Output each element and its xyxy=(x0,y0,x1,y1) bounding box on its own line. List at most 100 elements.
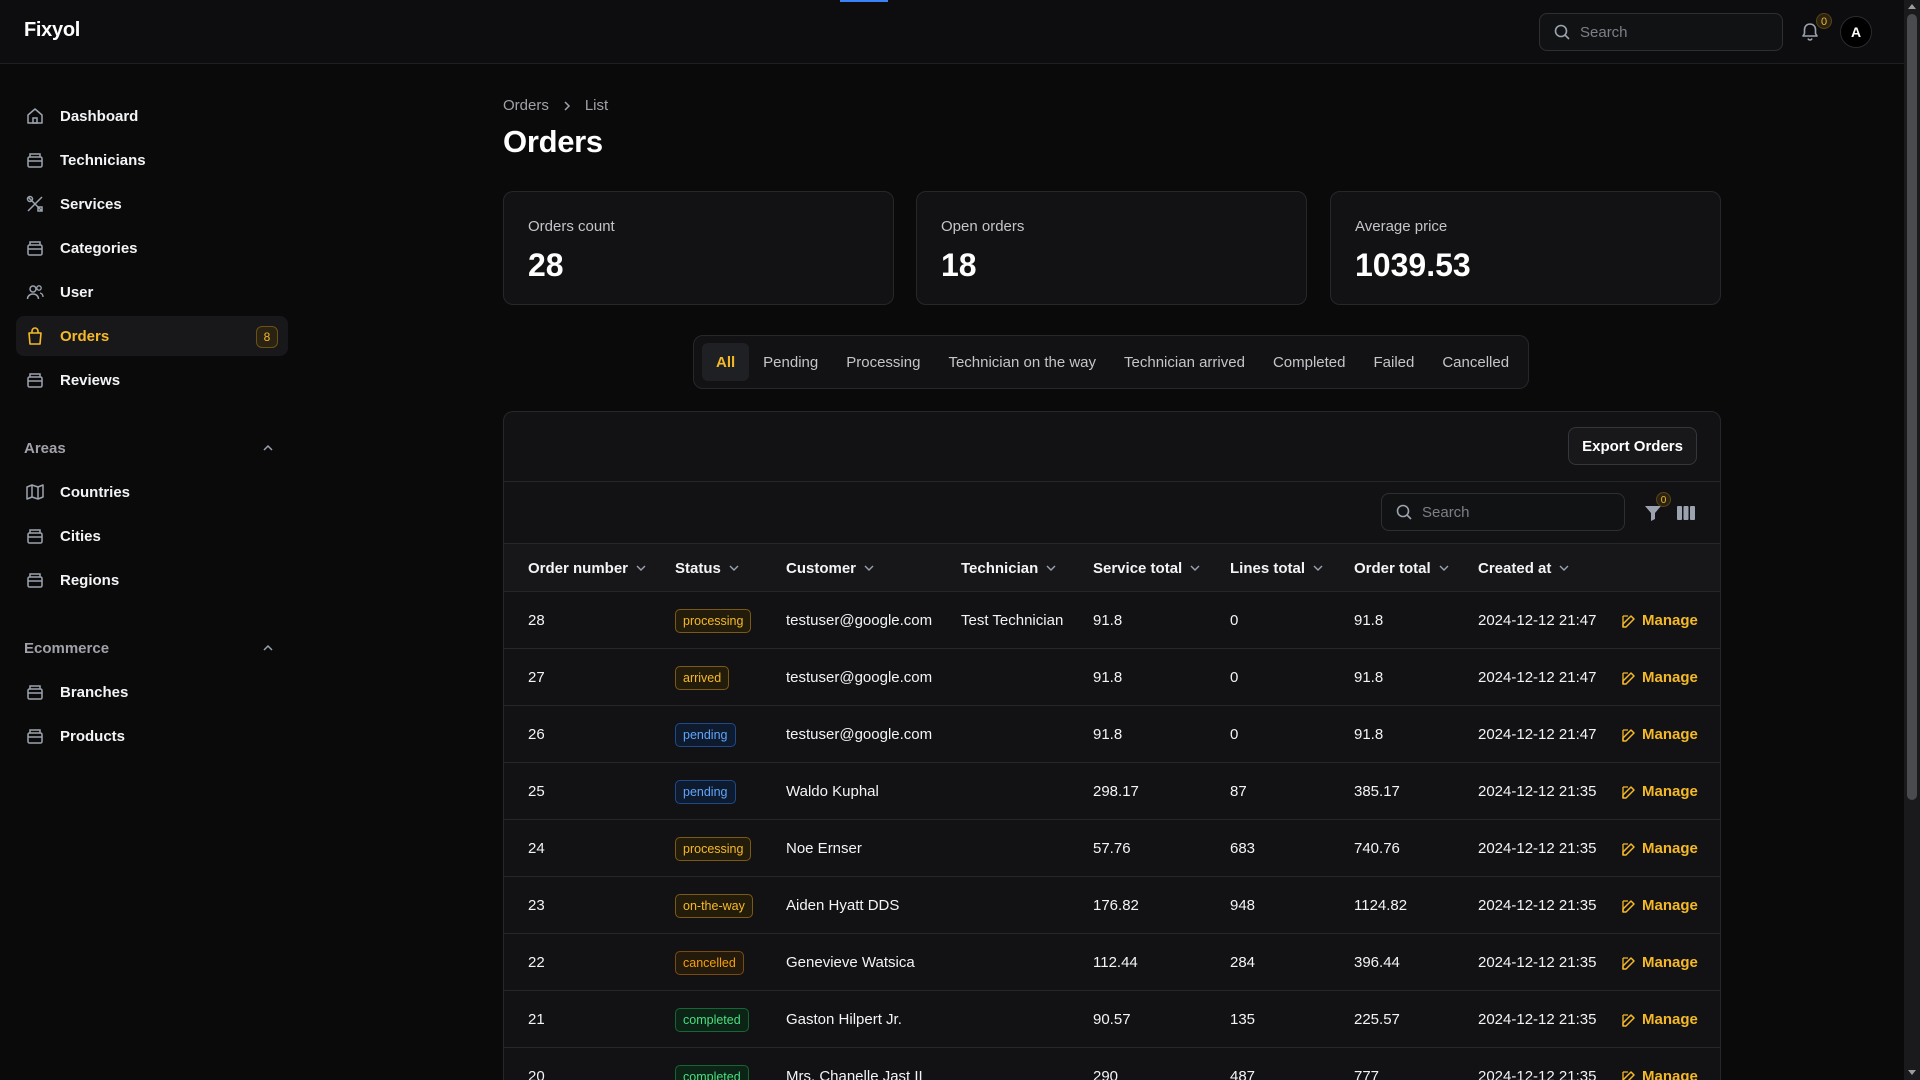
chevron-down-icon xyxy=(1190,565,1200,571)
column-header-order-total[interactable]: Order total xyxy=(1354,544,1449,592)
manage-label: Manage xyxy=(1642,954,1698,971)
status-badge: arrived xyxy=(675,665,730,690)
sidebar-item-reviews[interactable]: Reviews xyxy=(16,360,288,400)
orders-count-badge: 8 xyxy=(256,326,278,348)
cell-order-total: 225.57 xyxy=(1354,1011,1400,1028)
sidebar-item-orders[interactable]: Orders 8 xyxy=(16,316,288,356)
bell-icon[interactable] xyxy=(1799,21,1821,43)
global-search[interactable] xyxy=(1539,13,1783,51)
manage-link[interactable]: Manage xyxy=(1622,820,1698,877)
column-header-created-at[interactable]: Created at xyxy=(1478,544,1569,592)
user-avatar[interactable]: A xyxy=(1840,16,1872,48)
manage-link[interactable]: Manage xyxy=(1622,649,1698,706)
tab-all[interactable]: All xyxy=(702,343,750,381)
edit-icon xyxy=(1622,956,1635,970)
stat-value: 1039.53 xyxy=(1355,247,1471,283)
column-header-service-total[interactable]: Service total xyxy=(1093,544,1200,592)
cell-order-number: 22 xyxy=(528,954,545,971)
breadcrumb-root[interactable]: Orders xyxy=(503,97,549,114)
table-search[interactable] xyxy=(1381,493,1625,531)
sidebar-item-regions[interactable]: Regions xyxy=(16,560,288,600)
sidebar-item-categories[interactable]: Categories xyxy=(16,228,288,268)
sidebar-item-services[interactable]: Services xyxy=(16,184,288,224)
filter-icon[interactable] xyxy=(1643,503,1663,523)
cell-order-number: 27 xyxy=(528,669,545,686)
page-scrollbar[interactable] xyxy=(1904,0,1920,1080)
manage-label: Manage xyxy=(1642,840,1698,857)
shopping-bag-icon xyxy=(24,325,46,347)
search-icon xyxy=(1554,24,1570,40)
cell-created-at: 2024-12-12 21:35 xyxy=(1478,840,1597,857)
manage-link[interactable]: Manage xyxy=(1622,592,1698,649)
tab-failed[interactable]: Failed xyxy=(1373,353,1415,371)
table-toolbar: 0 xyxy=(504,482,1720,544)
sidebar-item-cities[interactable]: Cities xyxy=(16,516,288,556)
cell-lines-total: 683 xyxy=(1230,840,1256,857)
table-head: Order number Status Customer Technician … xyxy=(504,544,1720,592)
sidebar-item-technicians[interactable]: Technicians xyxy=(16,140,288,180)
group-label-ecommerce[interactable]: Ecommerce xyxy=(24,640,110,657)
table-row: 26 pending testuser@google.com 91.8 0 91… xyxy=(504,706,1720,763)
tab-processing[interactable]: Processing xyxy=(846,353,921,371)
column-header-status[interactable]: Status xyxy=(675,544,739,592)
export-orders-button[interactable]: Export Orders xyxy=(1568,427,1697,465)
sidebar: Dashboard Technicians Services Categorie… xyxy=(0,64,300,1080)
manage-label: Manage xyxy=(1642,1068,1698,1080)
cell-order-total: 91.8 xyxy=(1354,669,1384,686)
loading-progress xyxy=(840,0,888,2)
manage-link[interactable]: Manage xyxy=(1622,877,1698,934)
sidebar-item-user[interactable]: User xyxy=(16,272,288,312)
cell-customer: Noe Ernser xyxy=(786,840,862,857)
sidebar-item-products[interactable]: Products xyxy=(16,716,288,756)
stat-label: Orders count xyxy=(528,218,615,235)
chevron-up-icon[interactable] xyxy=(262,642,274,654)
cell-service-total: 57.76 xyxy=(1093,840,1131,857)
app-logo[interactable]: Fixyol xyxy=(24,19,80,41)
scroll-down-arrow-icon[interactable] xyxy=(1908,1070,1916,1075)
cell-created-at: 2024-12-12 21:47 xyxy=(1478,669,1597,686)
column-header-technician[interactable]: Technician xyxy=(961,544,1056,592)
columns-icon[interactable] xyxy=(1676,503,1696,523)
cell-status: completed xyxy=(675,991,749,1048)
tab-completed[interactable]: Completed xyxy=(1272,353,1346,371)
breadcrumb: Orders List xyxy=(503,97,608,114)
sidebar-item-countries[interactable]: Countries xyxy=(16,472,288,512)
scroll-up-arrow-icon[interactable] xyxy=(1908,4,1916,9)
cell-order-total: 385.17 xyxy=(1354,783,1400,800)
column-header-label: Service total xyxy=(1093,559,1183,577)
scrollbar-thumb[interactable] xyxy=(1907,14,1917,800)
cell-order-number: 21 xyxy=(528,1011,545,1028)
box-icon xyxy=(24,149,46,171)
manage-link[interactable]: Manage xyxy=(1622,763,1698,820)
box-icon xyxy=(24,525,46,547)
column-header-order-number[interactable]: Order number xyxy=(528,544,646,592)
tab-technician-on-the-way[interactable]: Technician on the way xyxy=(948,353,1097,371)
manage-link[interactable]: Manage xyxy=(1622,991,1698,1048)
cell-created-at: 2024-12-12 21:35 xyxy=(1478,954,1597,971)
sidebar-item-dashboard[interactable]: Dashboard xyxy=(16,96,288,136)
manage-link[interactable]: Manage xyxy=(1622,706,1698,763)
global-search-input[interactable] xyxy=(1580,23,1760,41)
group-label-areas[interactable]: Areas xyxy=(24,440,66,457)
tab-cancelled[interactable]: Cancelled xyxy=(1442,353,1510,371)
manage-link[interactable]: Manage xyxy=(1622,1048,1698,1080)
cell-status: on-the-way xyxy=(675,877,753,934)
sidebar-item-label: Orders xyxy=(60,327,110,345)
edit-icon xyxy=(1622,785,1635,799)
cell-status: processing xyxy=(675,592,752,649)
sidebar-item-branches[interactable]: Branches xyxy=(16,672,288,712)
column-header-customer[interactable]: Customer xyxy=(786,544,874,592)
status-badge: processing xyxy=(675,836,752,861)
tab-technician-arrived[interactable]: Technician arrived xyxy=(1124,353,1245,371)
manage-link[interactable]: Manage xyxy=(1622,934,1698,991)
status-badge: on-the-way xyxy=(675,893,753,918)
tools-icon xyxy=(24,193,46,215)
box-icon xyxy=(24,237,46,259)
tab-pending[interactable]: Pending xyxy=(763,353,819,371)
edit-icon xyxy=(1622,614,1635,628)
column-header-lines-total[interactable]: Lines total xyxy=(1230,544,1323,592)
cell-created-at: 2024-12-12 21:35 xyxy=(1478,783,1597,800)
table-search-input[interactable] xyxy=(1422,503,1602,521)
cell-service-total: 112.44 xyxy=(1093,954,1138,971)
chevron-up-icon[interactable] xyxy=(262,442,274,454)
